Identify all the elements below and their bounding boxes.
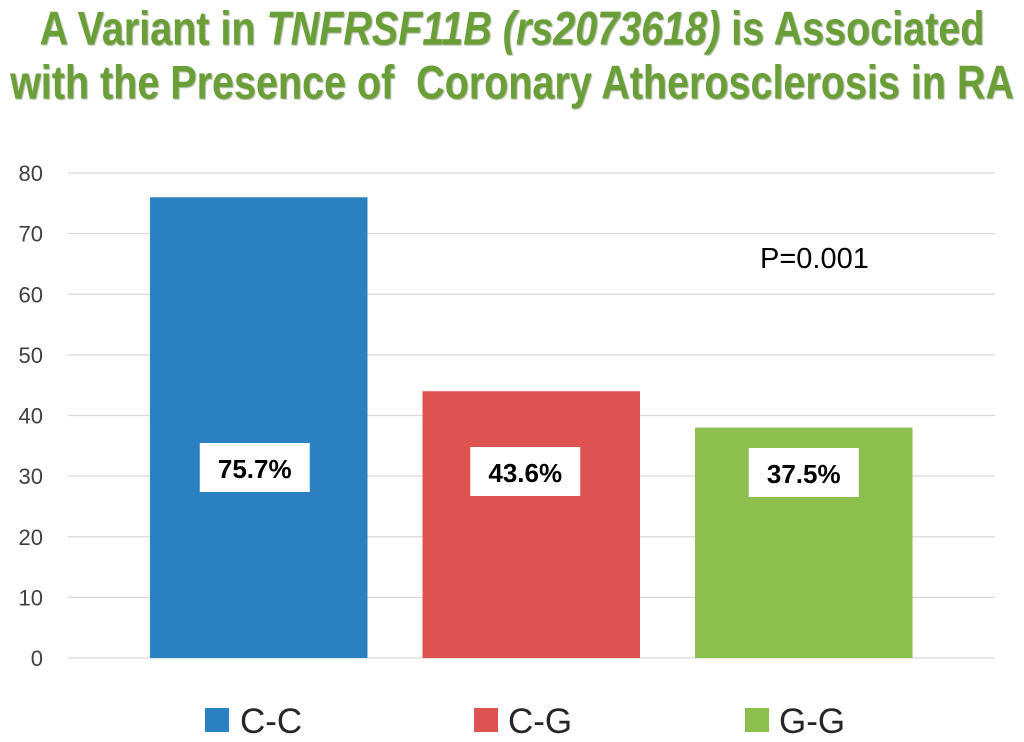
chart-title-line-1: A Variant in TNFRSF11B (rs2073618) is As… [0,5,1024,53]
legend-label-c-g: C-G [508,702,572,741]
y-tick-label-50: 50 [19,343,43,368]
data-labels: 75.7% 43.6% 37.5% [199,443,859,497]
title-gene-variant: TNFRSF11B (rs2073618) [266,2,721,56]
legend-label-c-c: C-C [240,702,302,741]
data-label-g-g: 37.5% [748,448,859,497]
legend-item-c-g: C-G [474,702,572,741]
y-tick-label-40: 40 [19,404,43,429]
data-label-box-c-c [199,443,310,492]
chart-title-line-2: with the Presence of Coronary Atheroscle… [10,56,1014,110]
legend-swatch-c-g [474,708,498,732]
title-line-1-prefix: A Variant in [39,2,267,56]
data-label-c-g: 43.6% [470,447,581,496]
legend: C-C C-G G-G [205,702,845,741]
data-label-text-c-c: 75.7% [218,454,292,484]
legend-item-c-c: C-C [205,702,302,741]
bar-c-g [422,391,640,658]
data-label-c-c: 75.7% [199,443,310,492]
y-tick-label-30: 30 [19,464,43,489]
y-tick-label-80: 80 [19,161,43,186]
data-label-box-c-g [470,447,581,496]
data-label-box-g-g [748,448,859,497]
y-tick-label-60: 60 [19,282,43,307]
legend-label-g-g: G-G [779,702,845,741]
y-tick-label-70: 70 [19,222,43,247]
y-axis-tick-labels: 0 10 20 30 40 50 60 70 80 [19,161,43,671]
p-value-annotation: P=0.001 [760,243,869,275]
data-label-text-c-g: 43.6% [488,458,562,488]
data-label-text-g-g: 37.5% [767,459,841,489]
title-line-1-suffix: is Associated [720,2,985,56]
legend-item-g-g: G-G [745,702,845,741]
legend-swatch-g-g [745,708,769,732]
y-tick-label-10: 10 [19,585,43,610]
y-tick-label-0: 0 [31,646,43,671]
bar-c-c [150,197,368,658]
y-tick-label-20: 20 [19,525,43,550]
legend-swatch-c-c [205,708,229,732]
